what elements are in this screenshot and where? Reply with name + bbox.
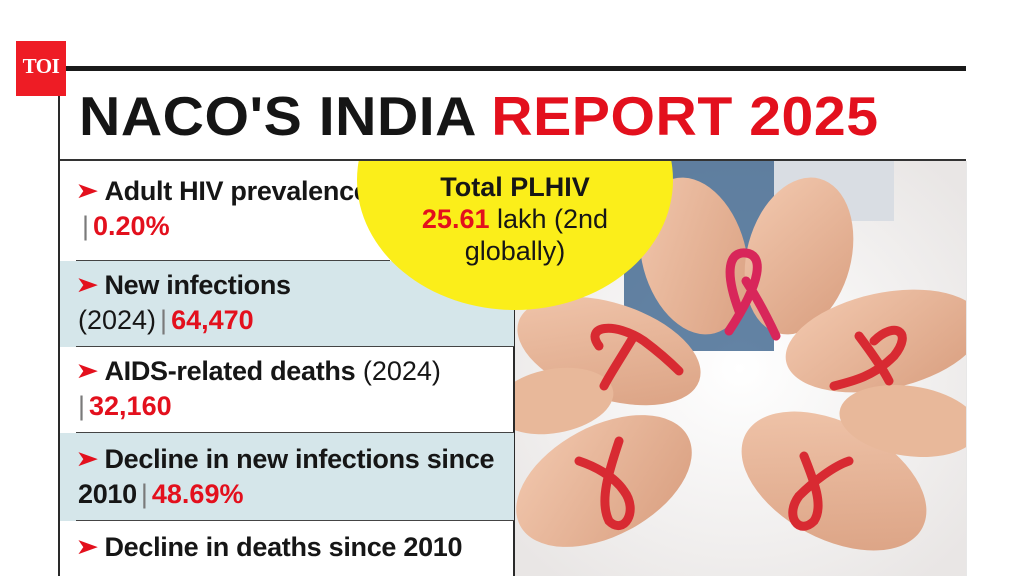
right-border <box>966 161 967 576</box>
stat-label-year: (2024) <box>362 356 441 386</box>
headline: NACO'S INDIA REPORT 2025 <box>79 84 879 148</box>
bubble-note: globally) <box>464 236 566 266</box>
bubble-unit: lakh (2nd <box>497 204 609 234</box>
stat-value: 64,470 <box>171 305 254 335</box>
arrow-bullet-icon: ➤ <box>75 178 100 203</box>
stat-label: Decline in deaths since 2010 <box>104 532 463 562</box>
arrow-bullet-icon: ➤ <box>75 534 100 559</box>
stat-adult-prevalence: ➤ Adult HIV prevalence | 0.20% <box>60 173 390 261</box>
stat-label-year: (2024) <box>78 305 157 335</box>
stat-value: 32,160 <box>89 391 172 421</box>
top-rule-divider <box>66 66 966 71</box>
headline-red: REPORT 2025 <box>491 85 879 147</box>
row-divider <box>76 345 514 347</box>
stat-label: Adult HIV prevalence <box>104 176 369 206</box>
arrow-bullet-icon: ➤ <box>75 358 100 383</box>
stat-label: Decline in new infections since 2010 <box>78 444 495 509</box>
arrow-bullet-icon: ➤ <box>75 446 100 471</box>
stat-label: New infections <box>104 270 291 300</box>
photo-left-border <box>513 300 515 576</box>
hands-ribbons-photo <box>514 161 966 576</box>
ribbon-hands-illustration <box>514 161 966 576</box>
bubble-title: Total PLHIV <box>440 172 590 202</box>
separator: | <box>78 391 86 421</box>
separator: | <box>140 479 148 509</box>
stat-decline-infections: ➤ Decline in new infections since 2010 | 48… <box>60 433 514 521</box>
stat-decline-deaths: ➤ Decline in deaths since 2010 <box>60 521 514 581</box>
row-divider <box>76 259 390 261</box>
stat-aids-deaths: ➤ AIDS-related deaths (2024) | 32,160 <box>60 347 514 433</box>
headline-black: NACO'S INDIA <box>79 85 475 147</box>
row-divider <box>76 519 514 521</box>
arrow-bullet-icon: ➤ <box>75 272 100 297</box>
left-rule-divider <box>58 96 60 576</box>
stat-value: 48.69% <box>151 479 244 509</box>
plhiv-highlight-text: Total PLHIV 25.61 lakh (2nd globally) <box>357 171 673 267</box>
stat-label: AIDS-related deaths <box>104 356 356 386</box>
bubble-value: 25.61 <box>421 204 490 234</box>
stat-value: 0.20% <box>93 211 170 241</box>
headline-rule-divider <box>60 159 966 161</box>
separator: | <box>160 305 168 335</box>
toi-logo: TOI <box>16 41 66 96</box>
separator: | <box>82 211 90 241</box>
logo-text: TOI <box>22 54 60 78</box>
row-divider <box>76 431 514 433</box>
